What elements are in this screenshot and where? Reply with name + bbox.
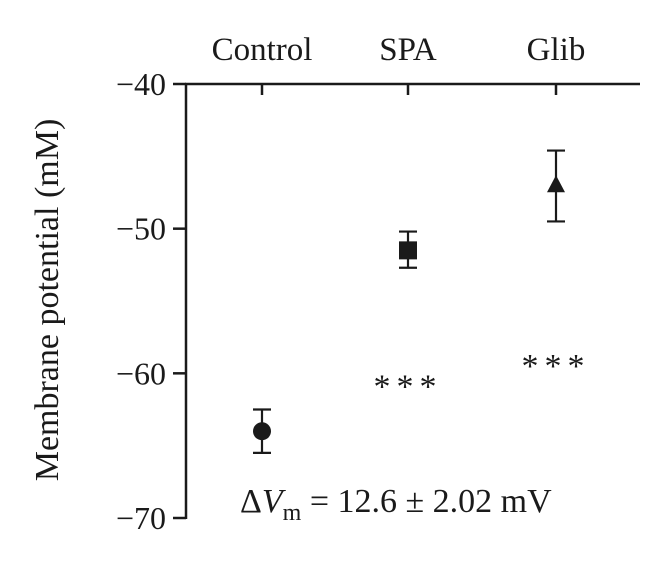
category-label: Control bbox=[212, 32, 313, 68]
category-label: SPA bbox=[379, 32, 437, 68]
data-point-control bbox=[253, 422, 271, 441]
y-tick-label: −60 bbox=[116, 355, 166, 391]
significance-annotations: *** *** bbox=[374, 348, 591, 405]
delta-vm-footnote: ΔVm = 12.6 ± 2.02 mV bbox=[240, 483, 552, 526]
y-tick-label: −40 bbox=[116, 66, 166, 102]
y-ticks: −40 −50 −60 −70 bbox=[116, 66, 186, 536]
vm-subscript: m bbox=[283, 500, 302, 526]
data-marks bbox=[253, 149, 565, 454]
significance-stars: *** bbox=[522, 348, 591, 385]
category-labels: Control SPA Glib bbox=[212, 32, 586, 95]
y-tick-label: −50 bbox=[116, 211, 166, 247]
delta-symbol: Δ bbox=[240, 483, 262, 520]
category-label: Glib bbox=[527, 32, 586, 68]
delta-vm-value: = 12.6 ± 2.02 mV bbox=[301, 483, 552, 520]
significance-stars: *** bbox=[374, 368, 443, 405]
data-point-glib bbox=[547, 175, 565, 193]
data-point-spa bbox=[399, 241, 417, 260]
y-axis-label: Membrane potential (mM) bbox=[29, 119, 66, 482]
y-tick-label: −70 bbox=[116, 500, 166, 536]
